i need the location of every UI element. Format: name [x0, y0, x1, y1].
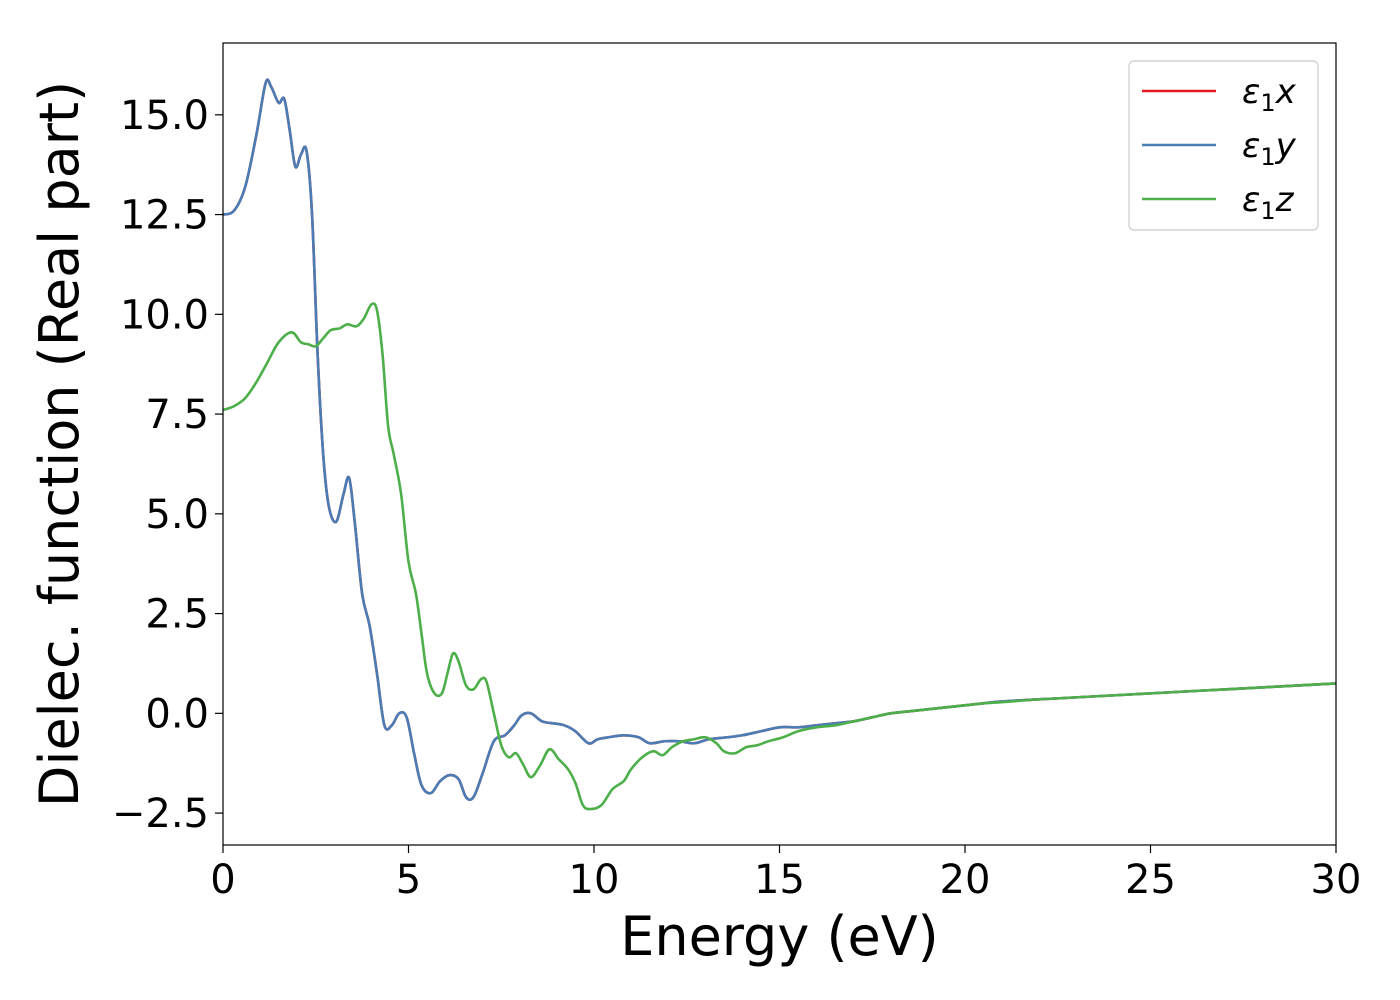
legend-box — [1128, 60, 1319, 231]
y-tick-label: 2.5 — [145, 592, 209, 638]
x-tick-label: 25 — [1125, 857, 1176, 903]
y-axis-ticks: −2.5 0.0 2.5 5.0 7.5 10.0 12.5 15.0 — [112, 93, 223, 837]
x-tick-label: 30 — [1311, 857, 1362, 903]
x-tick-label: 20 — [940, 857, 991, 903]
legend: ε1x ε1y ε1z — [1128, 60, 1319, 231]
y-tick-label: 0.0 — [145, 691, 209, 737]
y-tick-label: 15.0 — [120, 93, 209, 139]
legend-label-y: ε1y — [1242, 126, 1297, 171]
legend-label-x: ε1x — [1242, 72, 1297, 117]
x-tick-label: 15 — [754, 857, 805, 903]
x-tick-label: 0 — [210, 857, 235, 903]
y-axis-label: Dielec. function (Real part) — [28, 81, 91, 807]
legend-label-z: ε1z — [1242, 180, 1295, 225]
series-line-z — [223, 302, 1336, 811]
x-axis-label: Energy (eV) — [620, 905, 939, 968]
y-tick-label: 12.5 — [120, 193, 209, 239]
y-tick-label: 7.5 — [145, 392, 209, 438]
plot-lines — [223, 78, 1336, 811]
x-tick-label: 5 — [396, 857, 421, 903]
y-tick-label: 10.0 — [120, 292, 209, 338]
x-axis-ticks: 0 5 10 15 20 25 30 — [210, 845, 1361, 903]
y-tick-label: −2.5 — [112, 791, 209, 837]
y-tick-label: 5.0 — [145, 492, 209, 538]
x-tick-label: 10 — [569, 857, 620, 903]
